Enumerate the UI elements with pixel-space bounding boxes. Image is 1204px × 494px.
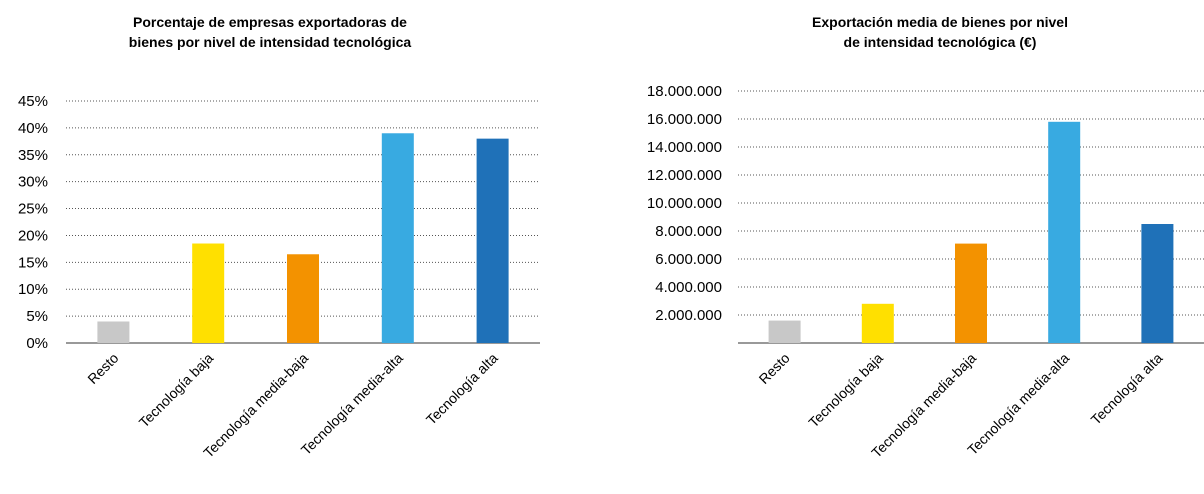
chart-title-line-2: bienes por nivel de intensidad tecnológi… bbox=[128, 34, 412, 50]
x-tick-label: Tecnología media-alta bbox=[964, 350, 1072, 458]
y-tick-label: 16.000.000 bbox=[647, 111, 722, 128]
y-tick-label: 30% bbox=[18, 174, 48, 191]
x-tick-label: Tecnología media-baja bbox=[200, 350, 311, 461]
y-tick-label: 2.000.000 bbox=[655, 307, 722, 324]
chart-plot-area: 0% 5% 10% 15% 20% 25% 30% 35% 40% 45% Resto Tecnolo… bbox=[18, 93, 540, 461]
y-tick-label: 45% bbox=[18, 93, 48, 110]
bar bbox=[861, 303, 894, 343]
bar bbox=[955, 243, 987, 343]
bar bbox=[768, 320, 801, 343]
x-tick-label: Resto bbox=[84, 350, 121, 387]
x-tick-label: Tecnología baja bbox=[805, 350, 886, 431]
chart-export-share: Porcentaje de empresas exportadoras de b… bbox=[0, 0, 560, 494]
y-tick-label: 0% bbox=[26, 335, 48, 352]
chart-plot-area: 2.000.000 4.000.000 6.000.000 8.000.000 10.0… bbox=[647, 83, 1204, 461]
x-tick-label: Tecnología alta bbox=[1088, 350, 1166, 428]
y-tick-label: 5% bbox=[26, 308, 48, 325]
chart-title: Porcentaje de empresas exportadoras de b… bbox=[40, 12, 500, 52]
x-tick-label: Tecnología media-baja bbox=[868, 350, 979, 461]
chart-title-line-2: de intensidad tecnológica (€) bbox=[843, 34, 1037, 50]
bar bbox=[1048, 121, 1081, 343]
y-tick-label: 18.000.000 bbox=[647, 83, 722, 100]
bar bbox=[1141, 224, 1174, 343]
y-tick-label: 8.000.000 bbox=[655, 223, 722, 240]
chart-average-export: Exportación media de bienes por nivel de… bbox=[600, 0, 1204, 494]
chart-title-line-1: Porcentaje de empresas exportadoras de bbox=[133, 14, 407, 30]
bar bbox=[381, 133, 414, 343]
chart-title: Exportación media de bienes por nivel de… bbox=[720, 12, 1160, 52]
y-tick-label: 6.000.000 bbox=[655, 251, 722, 268]
y-tick-label: 12.000.000 bbox=[647, 167, 722, 184]
x-tick-label: Tecnología alta bbox=[423, 350, 501, 428]
bar bbox=[476, 138, 509, 343]
chart-title-line-1: Exportación media de bienes por nivel bbox=[812, 14, 1068, 30]
y-tick-label: 40% bbox=[18, 120, 48, 137]
bar bbox=[192, 243, 225, 343]
y-tick-label: 10.000.000 bbox=[647, 195, 722, 212]
y-tick-label: 4.000.000 bbox=[655, 279, 722, 296]
y-tick-label: 25% bbox=[18, 201, 48, 218]
y-tick-label: 35% bbox=[18, 147, 48, 164]
x-tick-label: Resto bbox=[756, 350, 793, 387]
y-tick-label: 10% bbox=[18, 281, 48, 298]
bar bbox=[97, 321, 130, 343]
y-tick-label: 20% bbox=[18, 227, 48, 244]
x-tick-label: Tecnología media-alta bbox=[298, 350, 406, 458]
y-tick-label: 14.000.000 bbox=[647, 139, 722, 156]
bar bbox=[287, 254, 319, 343]
y-tick-label: 15% bbox=[18, 254, 48, 271]
x-tick-label: Tecnología baja bbox=[136, 350, 217, 431]
